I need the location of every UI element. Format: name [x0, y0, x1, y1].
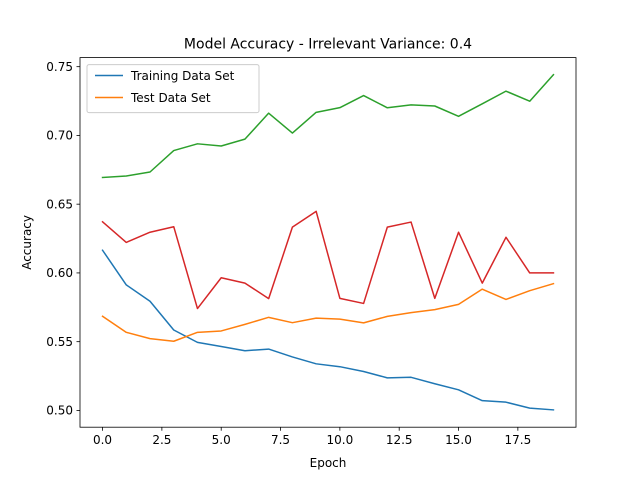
series-line-test — [101, 282, 555, 343]
x-tick-label: 15.0 — [445, 433, 472, 447]
x-tick-label: 17.5 — [504, 433, 531, 447]
plot-area — [101, 73, 555, 411]
y-tick-label: 0.75 — [46, 60, 73, 74]
axes-frame — [79, 57, 577, 428]
y-tick-label: 0.50 — [46, 404, 73, 418]
x-tick-label: 5.0 — [212, 433, 231, 447]
series-line-red — [101, 210, 555, 310]
series-line-training — [101, 249, 555, 411]
x-tick-label: 7.5 — [271, 433, 290, 447]
y-tick-label: 0.60 — [46, 266, 73, 280]
x-axis-label: Epoch — [310, 456, 347, 470]
x-tick-label: 12.5 — [386, 433, 413, 447]
chart-title: Model Accuracy - Irrelevant Variance: 0.… — [184, 37, 472, 53]
x-tick-label: 10.0 — [327, 433, 354, 447]
legend: Training Data Set Test Data Set — [86, 64, 260, 114]
y-tick-label: 0.55 — [46, 335, 73, 349]
legend-label-test: Test Data Set — [130, 91, 211, 105]
y-axis-label: Accuracy — [20, 215, 34, 270]
x-tick-label: 2.5 — [152, 433, 171, 447]
legend-label-training: Training Data Set — [130, 69, 235, 83]
x-tick-label: 0.0 — [93, 433, 112, 447]
series-line-green — [101, 73, 555, 179]
y-tick-label: 0.65 — [46, 197, 73, 211]
y-tick-label: 0.70 — [46, 129, 73, 143]
axis-ticks: 0.0 2.5 5.0 7.5 10.0 12.5 15.0 17.5 0.50 0.55 0.60… — [46, 60, 531, 447]
legend-box — [86, 64, 260, 114]
